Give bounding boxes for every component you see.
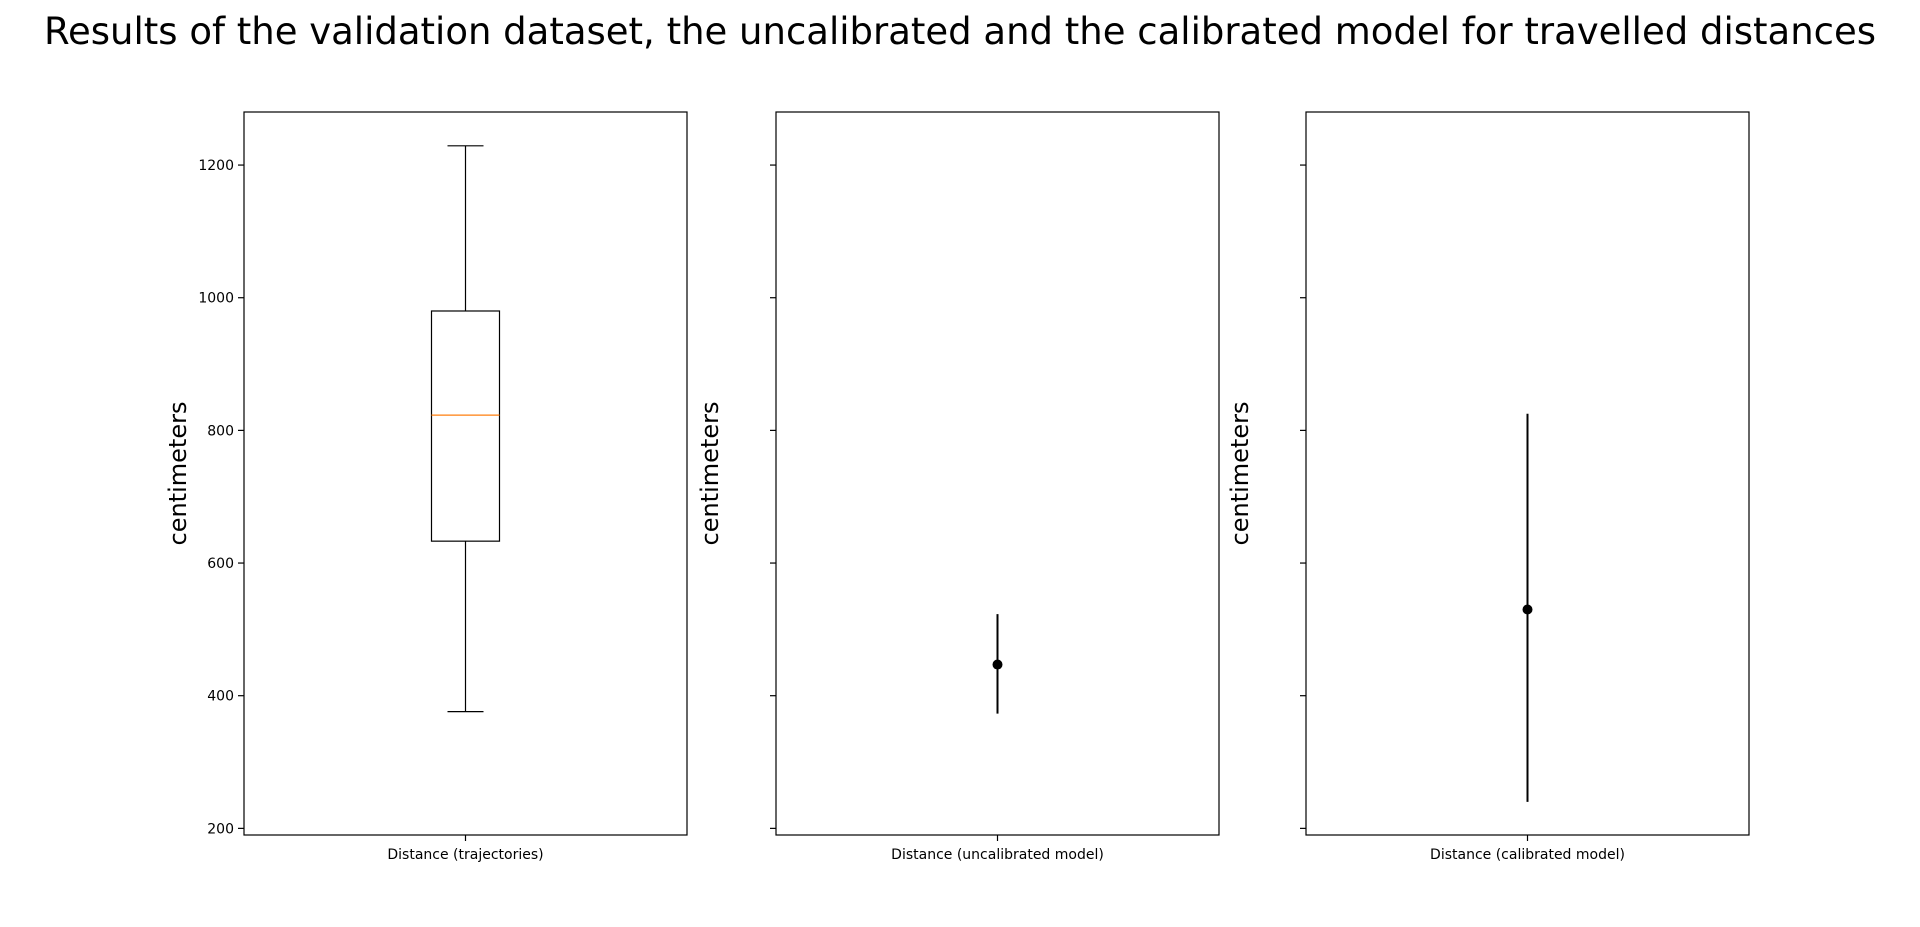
panel-2-ylabel: centimeters <box>696 402 724 546</box>
panel-1-ytick-label-400: 400 <box>207 689 234 705</box>
panel-3-point <box>1522 604 1533 615</box>
panel-3-xlabel: Distance (calibrated model) <box>1430 847 1625 863</box>
panel-1-ylabel: centimeters <box>164 402 192 546</box>
panel-2-point <box>992 659 1003 670</box>
panel-1-xlabel: Distance (trajectories) <box>387 847 543 863</box>
box-iqr <box>430 310 501 542</box>
panel-1-ytick-label-600: 600 <box>207 556 234 572</box>
panel-1-ytick-label-1200: 1200 <box>198 158 234 174</box>
panel-1-ytick-label-1000: 1000 <box>198 291 234 307</box>
panel-1-ytick-label-200: 200 <box>207 821 234 837</box>
panel-2-xlabel: Distance (uncalibrated model) <box>891 847 1104 863</box>
panel-2-frame <box>775 111 1220 836</box>
chart-title: Results of the validation dataset, the u… <box>43 10 1877 53</box>
panel-1-ytick-label-800: 800 <box>207 423 234 439</box>
panel-3-ylabel: centimeters <box>1226 402 1254 546</box>
